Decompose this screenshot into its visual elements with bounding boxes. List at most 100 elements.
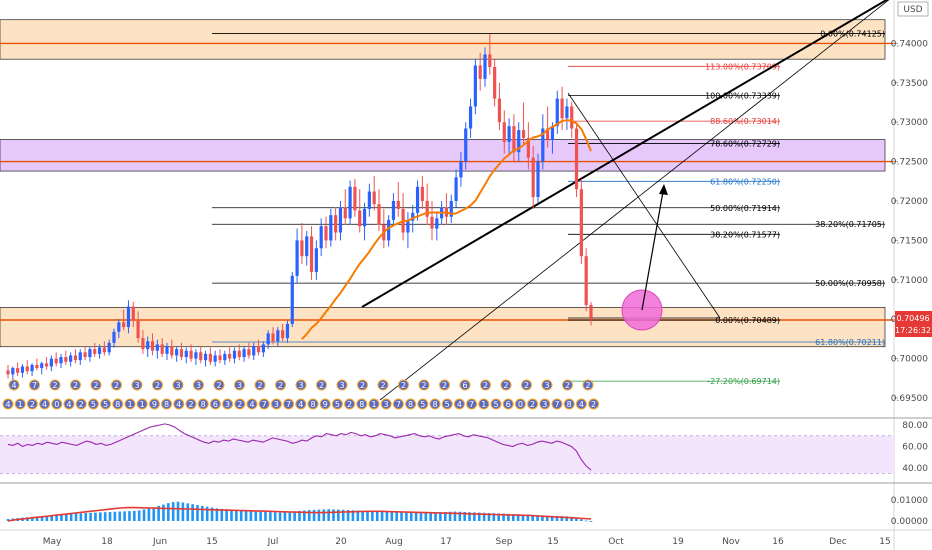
macd-histogram-bar bbox=[492, 513, 496, 521]
event-badge bbox=[213, 379, 225, 391]
macd-histogram-bar bbox=[171, 502, 175, 521]
event-badge bbox=[344, 398, 356, 410]
macd-histogram-bar bbox=[516, 514, 520, 521]
event-badge-label: 6 bbox=[462, 381, 467, 390]
candle-body bbox=[117, 322, 121, 332]
macd-histogram-bar bbox=[84, 513, 88, 521]
fib-level-label: 61.80%(0.70211) bbox=[815, 338, 885, 347]
event-badge-label: 2 bbox=[188, 400, 193, 409]
candle-body bbox=[343, 207, 347, 219]
candle-body bbox=[131, 306, 135, 321]
candle-body bbox=[338, 207, 343, 233]
candle-body bbox=[589, 305, 593, 320]
event-badge-label: 3 bbox=[274, 400, 279, 409]
candle-body bbox=[93, 349, 97, 354]
candle-body bbox=[473, 65, 477, 107]
event-badge-label: 2 bbox=[93, 381, 98, 390]
candle-body bbox=[69, 355, 73, 362]
macd-histogram-bar bbox=[482, 512, 486, 521]
event-badge-label: 8 bbox=[201, 400, 206, 409]
event-badge-label: 2 bbox=[401, 381, 406, 390]
macd-histogram-bar bbox=[434, 512, 437, 521]
fib-lines-layer: 0.00%(0.74125) 113.00%(0.73709) 100.00%(0.… bbox=[212, 30, 885, 386]
candle-body bbox=[126, 306, 131, 328]
thin-trendline[interactable] bbox=[379, 0, 895, 401]
event-badge bbox=[39, 398, 51, 410]
diagonal-fib-line[interactable] bbox=[567, 92, 721, 319]
macd-histogram-bar bbox=[133, 510, 136, 521]
event-badge bbox=[575, 398, 587, 410]
event-badge bbox=[392, 398, 404, 410]
candle-body bbox=[329, 215, 333, 241]
ascending-trendline[interactable] bbox=[361, 0, 895, 308]
macd-histogram-bar bbox=[69, 513, 73, 521]
candle-body bbox=[464, 128, 468, 162]
projection-arrow-line bbox=[641, 185, 665, 311]
event-badge-label: 2 bbox=[79, 400, 84, 409]
candle-body bbox=[165, 345, 169, 354]
event-badge-label: 5 bbox=[420, 400, 425, 409]
candle-body bbox=[59, 357, 63, 364]
macd-histogram-bar bbox=[550, 515, 554, 521]
candle-body bbox=[6, 370, 10, 375]
macd-histogram-bar bbox=[375, 511, 379, 521]
candle-body bbox=[271, 333, 275, 342]
candle-body bbox=[88, 349, 92, 358]
macd-histogram-bar bbox=[6, 518, 10, 521]
event-badge bbox=[480, 379, 491, 391]
candle-body bbox=[242, 349, 246, 358]
event-badge-label: 2 bbox=[52, 381, 57, 390]
macd-histogram-bar bbox=[541, 515, 544, 521]
time-tick-label: 20 bbox=[335, 537, 347, 547]
price-tick-label: 0.71000 bbox=[891, 276, 928, 286]
price-tick-label: 0.73000 bbox=[891, 118, 928, 128]
macd-histogram-bar bbox=[215, 508, 219, 521]
candle-body bbox=[353, 186, 357, 211]
macd-histogram-bar bbox=[371, 511, 374, 521]
event-badge bbox=[112, 398, 124, 410]
candles-layer bbox=[6, 33, 593, 381]
macd-histogram-bar bbox=[511, 514, 515, 521]
candle-body bbox=[247, 349, 251, 356]
candle-body bbox=[276, 330, 280, 342]
event-badge bbox=[8, 379, 20, 391]
macd-histogram-bar bbox=[128, 511, 131, 521]
macd-histogram-bar bbox=[589, 521, 593, 522]
macd-histogram-bar bbox=[99, 512, 102, 521]
macd-histogram-bar bbox=[366, 510, 369, 521]
candle-body bbox=[367, 191, 371, 209]
macd-histogram-bar bbox=[55, 514, 58, 521]
event-badge-label: 3 bbox=[384, 400, 389, 409]
candle-body bbox=[531, 157, 535, 198]
event-badge-label: 9 bbox=[323, 400, 328, 409]
event-badge-label: 2 bbox=[73, 381, 78, 390]
candle-body bbox=[194, 352, 198, 359]
event-badge-label: 4 bbox=[176, 400, 181, 409]
event-badge-label: 9 bbox=[152, 400, 157, 409]
candle-body bbox=[507, 126, 511, 142]
macd-histogram-bar bbox=[400, 512, 403, 521]
event-badge-label: 5 bbox=[445, 400, 450, 409]
event-badge-label: 4 bbox=[298, 400, 303, 409]
macd-signal-line bbox=[7, 506, 592, 522]
macd-histogram-bar bbox=[162, 504, 165, 521]
event-badge bbox=[234, 379, 245, 391]
event-badge-label: 2 bbox=[524, 381, 529, 390]
event-badge-label: 2 bbox=[216, 381, 221, 390]
event-badge-label: 4 bbox=[5, 400, 10, 409]
event-badge-label: 5 bbox=[91, 400, 96, 409]
event-badge bbox=[124, 398, 136, 410]
event-badge bbox=[466, 398, 478, 410]
price-tick-label: 0.72000 bbox=[891, 197, 928, 207]
macd-histogram-bar bbox=[65, 513, 68, 521]
event-badge bbox=[87, 398, 99, 410]
candle-body bbox=[266, 333, 270, 345]
macd-histogram-bar bbox=[303, 510, 306, 521]
macd-histogram-bar bbox=[269, 512, 272, 521]
price-tick-label: 0.70000 bbox=[891, 355, 928, 365]
event-badge-label: 5 bbox=[493, 400, 498, 409]
macd-histogram-bar bbox=[327, 509, 330, 521]
event-badge-label: 2 bbox=[360, 381, 365, 390]
macd-histogram-bar bbox=[424, 512, 428, 521]
candle-body bbox=[546, 128, 550, 140]
